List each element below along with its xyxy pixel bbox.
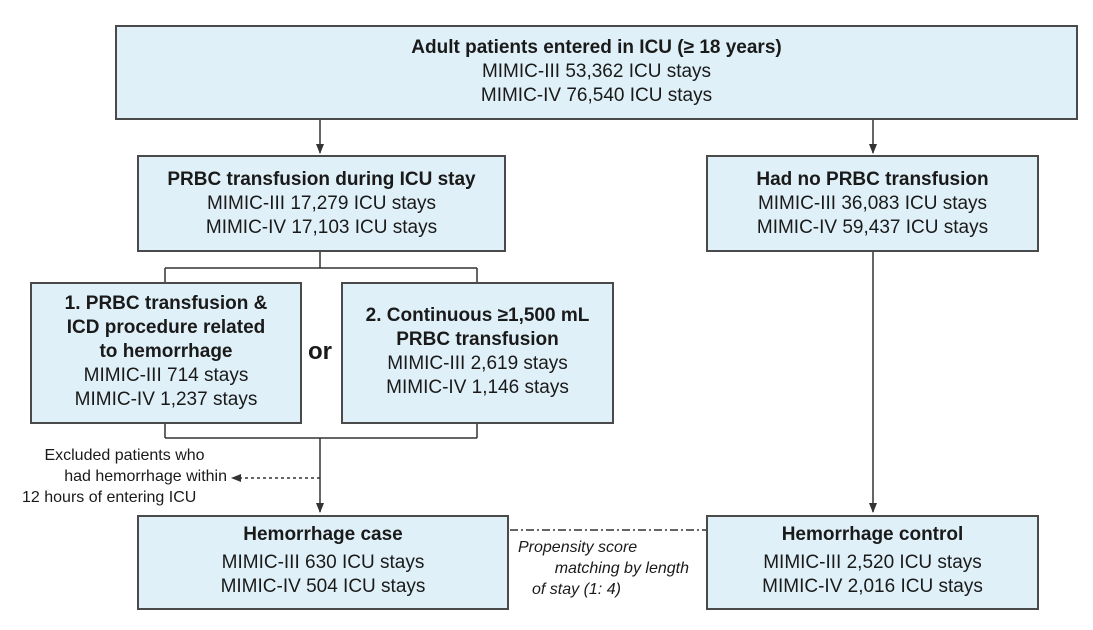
box-case-title: Hemorrhage case bbox=[243, 524, 403, 545]
excluded-note-line-3: 12 hours of entering ICU bbox=[22, 489, 197, 506]
box-no-prbc-mimic4: MIMIC-IV 59,437 ICU stays bbox=[756, 217, 989, 238]
box-prbc-title: PRBC transfusion during ICU stay bbox=[167, 169, 476, 190]
box-prbc-mimic3: MIMIC-III 17,279 ICU stays bbox=[206, 193, 437, 214]
box-criterion-1-mimic3: MIMIC-III 714 stays bbox=[83, 365, 249, 386]
box-criterion-2-mimic4: MIMIC-IV 1,146 stays bbox=[386, 377, 569, 398]
box-criterion-1-title-2: ICD procedure related bbox=[66, 317, 266, 338]
matching-note: Propensity score matching by length of s… bbox=[518, 537, 703, 600]
or-label: or bbox=[308, 338, 332, 365]
matching-note-line-1: Propensity score bbox=[518, 539, 638, 556]
box-control-mimic4: MIMIC-IV 2,016 ICU stays bbox=[762, 576, 983, 597]
box-criterion-2: 2. Continuous ≥1,500 mL PRBC transfusion… bbox=[341, 282, 614, 424]
box-case-mimic3: MIMIC-III 630 ICU stays bbox=[221, 552, 425, 573]
box-control-title: Hemorrhage control bbox=[781, 524, 964, 545]
box-criterion-1: 1. PRBC transfusion & ICD procedure rela… bbox=[30, 282, 302, 424]
excluded-note: Excluded patients who had hemorrhage wit… bbox=[22, 445, 227, 508]
box-no-prbc-title: Had no PRBC transfusion bbox=[756, 169, 989, 190]
box-hemorrhage-control: Hemorrhage control MIMIC-III 2,520 ICU s… bbox=[706, 515, 1039, 610]
box-adult-icu-title: Adult patients entered in ICU (≥ 18 year… bbox=[411, 37, 782, 58]
box-criterion-1-title-1: 1. PRBC transfusion & bbox=[64, 293, 268, 314]
box-criterion-1-mimic4: MIMIC-IV 1,237 stays bbox=[74, 389, 258, 410]
matching-note-line-2: matching by length bbox=[554, 560, 689, 577]
box-control-mimic3: MIMIC-III 2,520 ICU stays bbox=[763, 552, 982, 573]
matching-note-line-3: of stay (1: 4) bbox=[532, 581, 621, 598]
box-criterion-2-title-1: 2. Continuous ≥1,500 mL bbox=[365, 305, 590, 326]
box-adult-icu-mimic3: MIMIC-III 53,362 ICU stays bbox=[481, 61, 712, 82]
box-case-mimic4: MIMIC-IV 504 ICU stays bbox=[220, 576, 426, 597]
excluded-note-line-1: Excluded patients who bbox=[44, 447, 205, 464]
box-criterion-2-mimic3: MIMIC-III 2,619 stays bbox=[387, 353, 568, 374]
box-adult-icu-mimic4: MIMIC-IV 76,540 ICU stays bbox=[480, 85, 713, 106]
box-no-prbc: Had no PRBC transfusion MIMIC-III 36,083… bbox=[706, 155, 1039, 252]
box-prbc-mimic4: MIMIC-IV 17,103 ICU stays bbox=[205, 217, 438, 238]
box-prbc-transfusion: PRBC transfusion during ICU stay MIMIC-I… bbox=[137, 155, 506, 252]
box-criterion-2-title-2: PRBC transfusion bbox=[396, 329, 559, 350]
box-hemorrhage-case: Hemorrhage case MIMIC-III 630 ICU stays … bbox=[137, 515, 509, 610]
box-adult-icu: Adult patients entered in ICU (≥ 18 year… bbox=[115, 25, 1078, 120]
excluded-note-line-2: had hemorrhage within bbox=[64, 468, 227, 485]
box-no-prbc-mimic3: MIMIC-III 36,083 ICU stays bbox=[757, 193, 988, 214]
box-criterion-1-title-3: to hemorrhage bbox=[99, 341, 233, 362]
